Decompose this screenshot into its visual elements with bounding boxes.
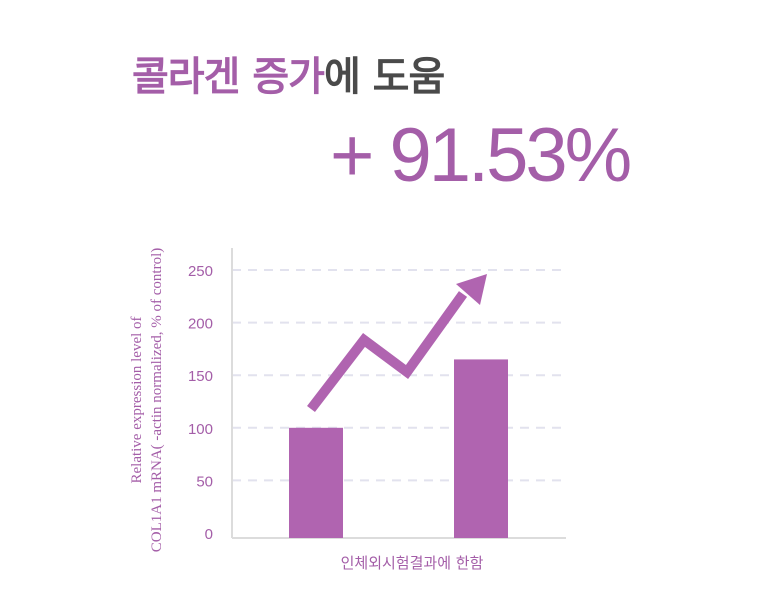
headline-highlight: 콜라겐 증가 [132, 54, 325, 100]
y-tick-label: 150 [188, 368, 213, 385]
y-tick-label: 250 [188, 263, 213, 280]
headline: 콜라겐 증가에 도움 [132, 44, 445, 102]
x-axis-caption: 인체외시험결과에 한함 [341, 554, 484, 572]
trend-arrow-line [307, 291, 468, 413]
headline-rest: 에 도움 [323, 54, 445, 100]
y-tick-label: 200 [188, 316, 213, 333]
bar [289, 427, 343, 538]
trend-arrow-head [456, 274, 487, 305]
y-tick-label: 50 [196, 473, 213, 490]
y-axis-title-line-2: COL1A1 mRNA( -actin normalized, % of con… [149, 248, 165, 553]
bar [454, 359, 508, 538]
y-tick-label: 0 [205, 526, 213, 543]
increase-percentage: + 91.53% [330, 113, 632, 198]
y-axis-title-line-1: Relative expression level of [129, 316, 145, 483]
y-tick-label: 100 [188, 421, 213, 438]
